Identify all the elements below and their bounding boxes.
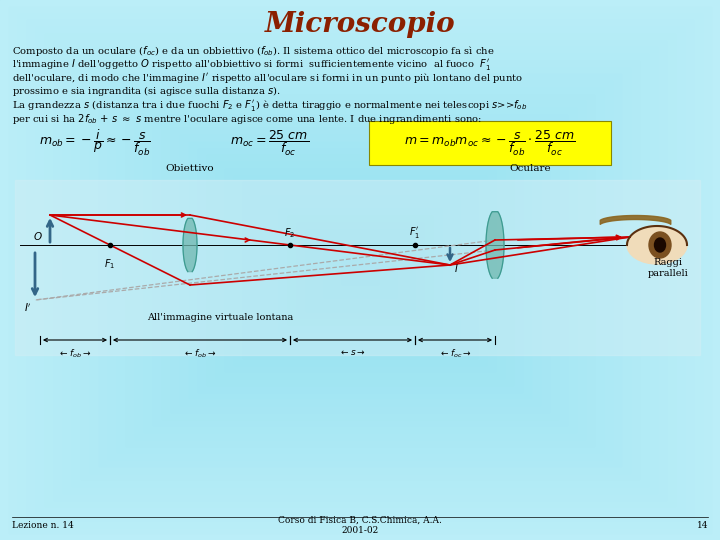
Bar — [180, 135, 540, 405]
Bar — [144, 108, 576, 432]
Bar — [351, 263, 369, 276]
Bar — [45, 33, 675, 507]
Bar — [108, 81, 612, 459]
Bar — [261, 195, 459, 345]
Bar — [90, 68, 630, 472]
Bar — [126, 94, 594, 445]
Ellipse shape — [627, 226, 687, 264]
Bar — [297, 222, 423, 317]
Ellipse shape — [649, 232, 671, 258]
Bar — [171, 128, 549, 411]
Text: $F_2$: $F_2$ — [284, 226, 296, 240]
Text: La grandezza $s$ (distanza tra i due fuochi $F_2$ e $F_1'$) è detta tiraggio e n: La grandezza $s$ (distanza tra i due fuo… — [12, 98, 527, 113]
Text: Obiettivo: Obiettivo — [166, 164, 215, 173]
Bar — [252, 189, 468, 351]
Bar — [81, 60, 639, 480]
Text: per cui si ha $2f_{ob}$ $+$ $s$ $\approx$ $s$ mentre l'oculare agisce come una l: per cui si ha $2f_{ob}$ $+$ $s$ $\approx… — [12, 111, 482, 125]
Polygon shape — [486, 212, 504, 278]
Bar — [234, 176, 486, 364]
Text: Corso di Fisica B, C.S.Chimica, A.A.
2001-02: Corso di Fisica B, C.S.Chimica, A.A. 200… — [278, 515, 442, 535]
Text: Raggi
paralleli: Raggi paralleli — [648, 258, 689, 278]
Text: Lezione n. 14: Lezione n. 14 — [12, 521, 73, 530]
Bar — [99, 74, 621, 465]
Text: dell'oculare, di modo che l'immagine $I'$ rispetto all'oculare si formi in un pu: dell'oculare, di modo che l'immagine $I'… — [12, 71, 523, 85]
Bar — [15, 180, 700, 355]
Text: Microscopio: Microscopio — [265, 10, 455, 37]
Bar — [288, 216, 432, 324]
Text: $m_{oc} = \dfrac{25\ cm}{f_{oc}}$: $m_{oc} = \dfrac{25\ cm}{f_{oc}}$ — [230, 129, 310, 158]
Text: prossimo e sia ingrandita (si agisce sulla distanza $s$).: prossimo e sia ingrandita (si agisce sul… — [12, 84, 281, 98]
Text: $O$: $O$ — [33, 230, 43, 242]
Text: $m = m_{ob}m_{oc} \approx -\dfrac{s}{f_{ob}} \cdot \dfrac{25\ cm}{f_{oc}}$: $m = m_{ob}m_{oc} \approx -\dfrac{s}{f_{… — [405, 129, 576, 158]
Bar — [225, 168, 495, 372]
Bar — [306, 230, 414, 310]
Bar — [189, 141, 531, 399]
FancyBboxPatch shape — [369, 121, 611, 165]
Text: 14: 14 — [696, 521, 708, 530]
Bar — [63, 47, 657, 492]
Bar — [342, 256, 378, 284]
Bar — [315, 237, 405, 303]
Bar — [243, 183, 477, 357]
Text: $I'$: $I'$ — [24, 302, 32, 314]
Bar — [153, 115, 567, 426]
Bar — [279, 209, 441, 330]
Text: $F_1$: $F_1$ — [104, 257, 116, 271]
Text: All'immagine virtuale lontana: All'immagine virtuale lontana — [147, 314, 293, 322]
Ellipse shape — [654, 238, 665, 252]
Text: $\leftarrow f_{ob} \rightarrow$: $\leftarrow f_{ob} \rightarrow$ — [184, 348, 217, 361]
Text: $F_1'$: $F_1'$ — [410, 225, 420, 240]
Text: $m_{ob} = -\dfrac{i}{p} \approx -\dfrac{s}{f_{ob}}$: $m_{ob} = -\dfrac{i}{p} \approx -\dfrac{… — [39, 128, 151, 158]
Text: l'immagine $I$ dell'oggetto $O$ rispetto all'obbiettivo si formi  sufficientemen: l'immagine $I$ dell'oggetto $O$ rispetto… — [12, 57, 491, 72]
Text: Composto da un oculare ($f_{oc}$) e da un obbiettivo ($f_{ob}$). Il sistema otti: Composto da un oculare ($f_{oc}$) e da u… — [12, 44, 495, 58]
Bar — [54, 40, 666, 500]
Bar — [216, 162, 504, 378]
Text: $\leftarrow f_{oc} \rightarrow$: $\leftarrow f_{oc} \rightarrow$ — [438, 348, 472, 361]
Bar — [207, 156, 513, 384]
Bar — [72, 54, 648, 486]
Polygon shape — [183, 218, 197, 272]
Bar — [162, 122, 558, 418]
Bar — [270, 202, 450, 338]
Bar — [135, 102, 585, 438]
Text: $I$: $I$ — [454, 262, 459, 274]
Text: $\leftarrow f_{ob} \rightarrow$: $\leftarrow f_{ob} \rightarrow$ — [58, 348, 91, 361]
Text: Oculare: Oculare — [509, 164, 551, 173]
Text: $\leftarrow s \rightarrow$: $\leftarrow s \rightarrow$ — [339, 348, 366, 357]
Bar — [324, 243, 396, 297]
Bar — [333, 249, 387, 291]
Bar — [198, 148, 522, 392]
Bar — [117, 87, 603, 453]
